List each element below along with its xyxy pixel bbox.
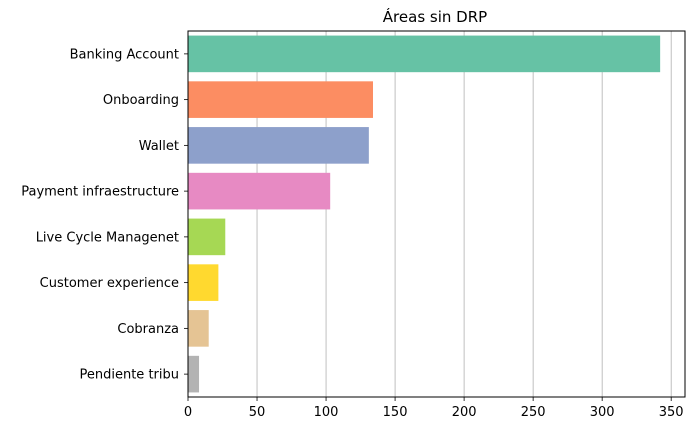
bar bbox=[188, 81, 373, 118]
x-tick-label: 250 bbox=[521, 405, 546, 420]
y-tick-label: Banking Account bbox=[70, 47, 179, 62]
bars bbox=[188, 35, 661, 393]
x-axis-ticks: 0 50 100 150 200 250 300 350 bbox=[184, 397, 684, 420]
x-tick-label: 350 bbox=[659, 405, 684, 420]
y-tick-label: Cobranza bbox=[117, 322, 179, 337]
bar bbox=[188, 218, 226, 256]
y-tick-label: Live Cycle Managenet bbox=[36, 230, 179, 245]
y-tick-label: Customer experience bbox=[40, 276, 179, 291]
bar bbox=[188, 127, 369, 164]
y-tick-label: Payment infraestructure bbox=[21, 185, 179, 200]
y-tick-label: Wallet bbox=[139, 139, 179, 154]
bar bbox=[188, 264, 219, 301]
x-tick-label: 200 bbox=[452, 405, 477, 420]
plot-frame bbox=[187, 30, 686, 398]
chart-title: Áreas sin DRP bbox=[383, 7, 487, 26]
bar bbox=[188, 310, 209, 347]
y-axis-ticks: Banking Account Onboarding Wallet Payment i… bbox=[21, 47, 188, 383]
x-tick-label: 100 bbox=[314, 405, 339, 420]
bar bbox=[188, 35, 661, 73]
x-tick-label: 50 bbox=[249, 405, 266, 420]
x-tick-label: 150 bbox=[383, 405, 408, 420]
x-tick-label: 300 bbox=[590, 405, 615, 420]
bar bbox=[188, 172, 331, 210]
bar bbox=[188, 355, 200, 393]
y-tick-label: Pendiente tribu bbox=[80, 368, 180, 383]
y-tick-label: Onboarding bbox=[103, 93, 179, 108]
x-tick-label: 0 bbox=[184, 405, 192, 420]
